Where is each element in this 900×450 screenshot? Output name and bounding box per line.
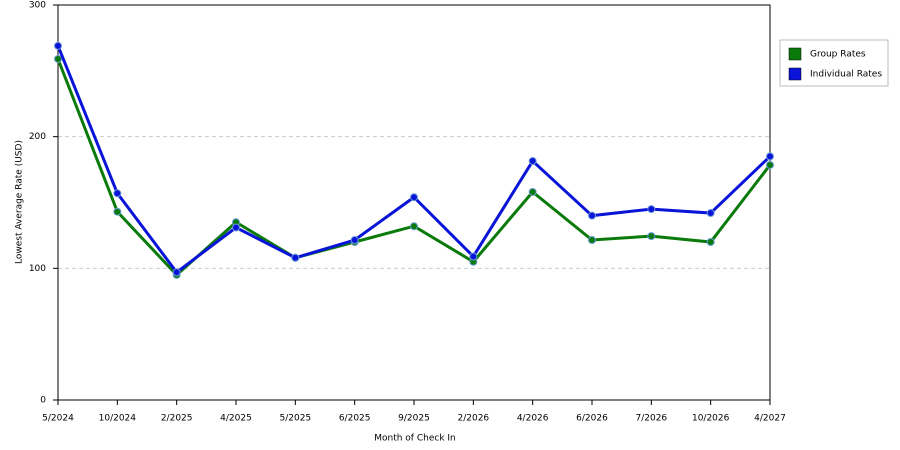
legend-label: Group Rates <box>810 50 866 60</box>
data-point <box>410 222 418 231</box>
data-point <box>528 187 537 196</box>
data-point <box>528 157 537 166</box>
x-tick-label: 5/2024 <box>42 414 74 424</box>
x-tick-label: 10/2024 <box>99 414 137 424</box>
data-point <box>469 252 478 261</box>
y-tick-label: 100 <box>29 264 46 274</box>
data-point <box>54 54 62 63</box>
data-point <box>113 189 122 198</box>
y-axis-label: Lowest Average Rate (USD) <box>15 140 25 264</box>
legend-label: Individual Rates <box>810 70 882 80</box>
x-tick-label: 4/2026 <box>517 414 549 424</box>
data-point <box>350 236 359 245</box>
x-tick-label: 4/2025 <box>220 414 252 424</box>
data-point <box>766 160 774 169</box>
x-tick-label: 7/2026 <box>635 414 667 424</box>
x-tick-label: 6/2025 <box>339 414 371 424</box>
data-point <box>706 238 715 246</box>
x-tick-label: 2/2026 <box>457 414 489 424</box>
legend-swatch <box>788 47 802 61</box>
data-point <box>647 205 656 214</box>
x-tick-label: 2/2025 <box>161 414 193 424</box>
x-tick-label: 6/2026 <box>576 414 608 424</box>
data-point <box>410 193 418 202</box>
x-tick-label: 9/2025 <box>398 414 430 424</box>
y-tick-label: 200 <box>29 132 46 142</box>
x-axis-label: Month of Check In <box>374 434 456 444</box>
series-line <box>56 58 772 278</box>
data-point <box>172 268 181 277</box>
data-point <box>588 211 596 220</box>
x-tick-label: 10/2026 <box>692 414 730 424</box>
legend-swatch <box>788 67 802 81</box>
data-point <box>113 207 122 216</box>
x-tick-label: 4/2027 <box>754 414 786 424</box>
plot-frame <box>57 4 771 401</box>
data-point <box>588 236 596 245</box>
data-point <box>647 232 656 241</box>
y-tick-label: 300 <box>29 1 46 11</box>
data-point <box>54 41 62 50</box>
data-point <box>766 152 774 161</box>
data-point <box>706 209 715 218</box>
data-point <box>232 223 240 232</box>
x-tick-label: 5/2025 <box>279 414 311 424</box>
data-point <box>291 253 300 262</box>
y-tick-label: 0 <box>40 396 46 406</box>
